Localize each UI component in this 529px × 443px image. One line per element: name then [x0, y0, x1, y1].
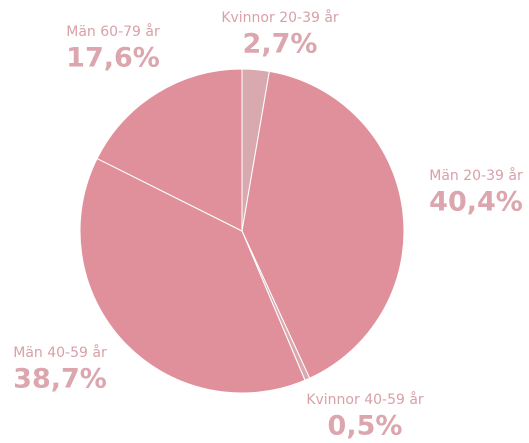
slice-value-label: 40,4% [429, 187, 523, 218]
pie-slice [241, 70, 405, 379]
pie-slice [79, 157, 306, 394]
slice-value-label: 0,5% [328, 411, 403, 442]
slice-value-label: 38,7% [13, 364, 107, 395]
slice-label: Män 60-79 år [66, 23, 160, 40]
slice-label: Män 20-39 år [429, 167, 523, 184]
pie-slice [96, 68, 243, 232]
slice-label: Kvinnor 20-39 år [221, 9, 339, 26]
slice-label: Män 40-59 år [13, 344, 107, 361]
slice-label: Kvinnor 40-59 år [306, 391, 424, 408]
slice-value-label: 2,7% [243, 29, 318, 60]
slice-value-label: 17,6% [66, 43, 160, 74]
